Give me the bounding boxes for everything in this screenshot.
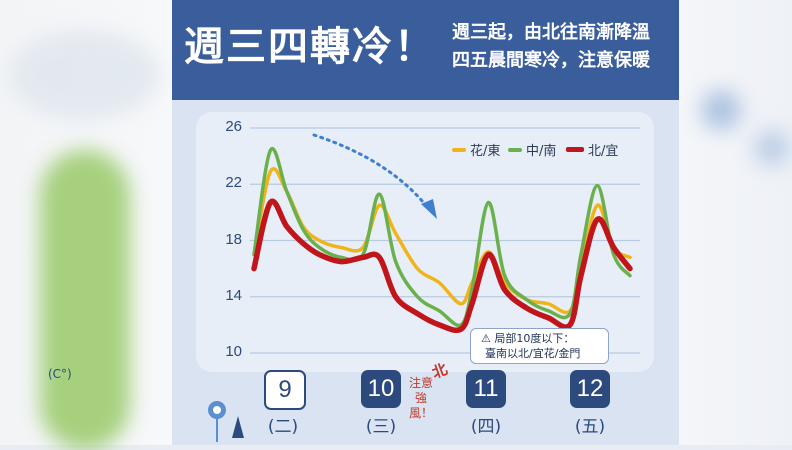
gridlines <box>250 127 640 354</box>
subtitle-line-1: 週三起，由北往南漸降溫 <box>452 22 650 43</box>
blue-blur-dot <box>754 130 790 166</box>
cooling-trend-arrow <box>312 133 437 219</box>
day-box-12: 12 <box>570 370 610 408</box>
tree-icon <box>208 401 244 442</box>
legend-item-north-yilan: 北/宜 <box>566 140 618 159</box>
legend-swatch <box>508 147 522 152</box>
right-backdrop <box>679 0 792 445</box>
series-lines <box>251 146 633 334</box>
y-tick-label: 22 <box>225 174 242 192</box>
series-line-north-yilan <box>251 198 633 334</box>
wind-note-line-1: 注意 <box>408 376 433 390</box>
arrow-head-icon <box>421 199 437 219</box>
page-title: 週三四轉冷！ <box>184 24 436 70</box>
cold-alert-note: ⚠ 局部10度以下： 臺南以北/宜花/金門 <box>470 328 609 364</box>
green-blur-shape <box>40 150 130 450</box>
subtitle-line-2: 四五晨間寒冷，注意保暖 <box>452 50 650 71</box>
warning-icon: ⚠ <box>481 332 491 345</box>
left-backdrop <box>0 0 172 450</box>
day-box-10: 10 <box>361 370 401 408</box>
y-tick-label: 14 <box>225 286 242 304</box>
y-tick-label: 10 <box>225 343 242 360</box>
weekday-label: (三) <box>365 417 397 437</box>
alert-line-2: 臺南以北/宜花/金門 <box>485 347 581 360</box>
legend-item-central-south: 中/南 <box>508 140 556 159</box>
series-line-central-south <box>252 146 632 328</box>
green-blur-shape <box>10 30 160 120</box>
alert-line-1: 局部10度以下： <box>494 332 575 345</box>
weekday-label: (二) <box>267 417 299 437</box>
header-banner: 週三四轉冷！ 週三起，由北往南漸降溫 四五晨間寒冷，注意保暖 <box>172 0 679 100</box>
weekday-label: (四) <box>470 417 502 437</box>
legend-label: 花/東 <box>470 144 501 159</box>
legend-item-hualien-taitung: 花/東 <box>452 140 500 159</box>
y-axis-unit: (C°) <box>48 367 72 381</box>
weekday-label: (五) <box>574 417 606 437</box>
day-box-11: 11 <box>466 370 506 408</box>
legend-label: 中/南 <box>526 144 557 159</box>
legend-label: 北/宜 <box>588 144 619 159</box>
legend-swatch <box>452 147 466 152</box>
strong-wind-note: 注意 強風！ <box>406 376 436 421</box>
wind-note-line-2: 強風！ <box>408 391 433 420</box>
legend-swatch <box>566 147 584 152</box>
day-box-9: 9 <box>264 370 306 410</box>
arrow-dotted-path <box>312 133 430 210</box>
y-tick-label: 18 <box>225 230 242 248</box>
blue-blur-dot <box>701 90 741 130</box>
y-tick-label: 26 <box>225 118 242 135</box>
